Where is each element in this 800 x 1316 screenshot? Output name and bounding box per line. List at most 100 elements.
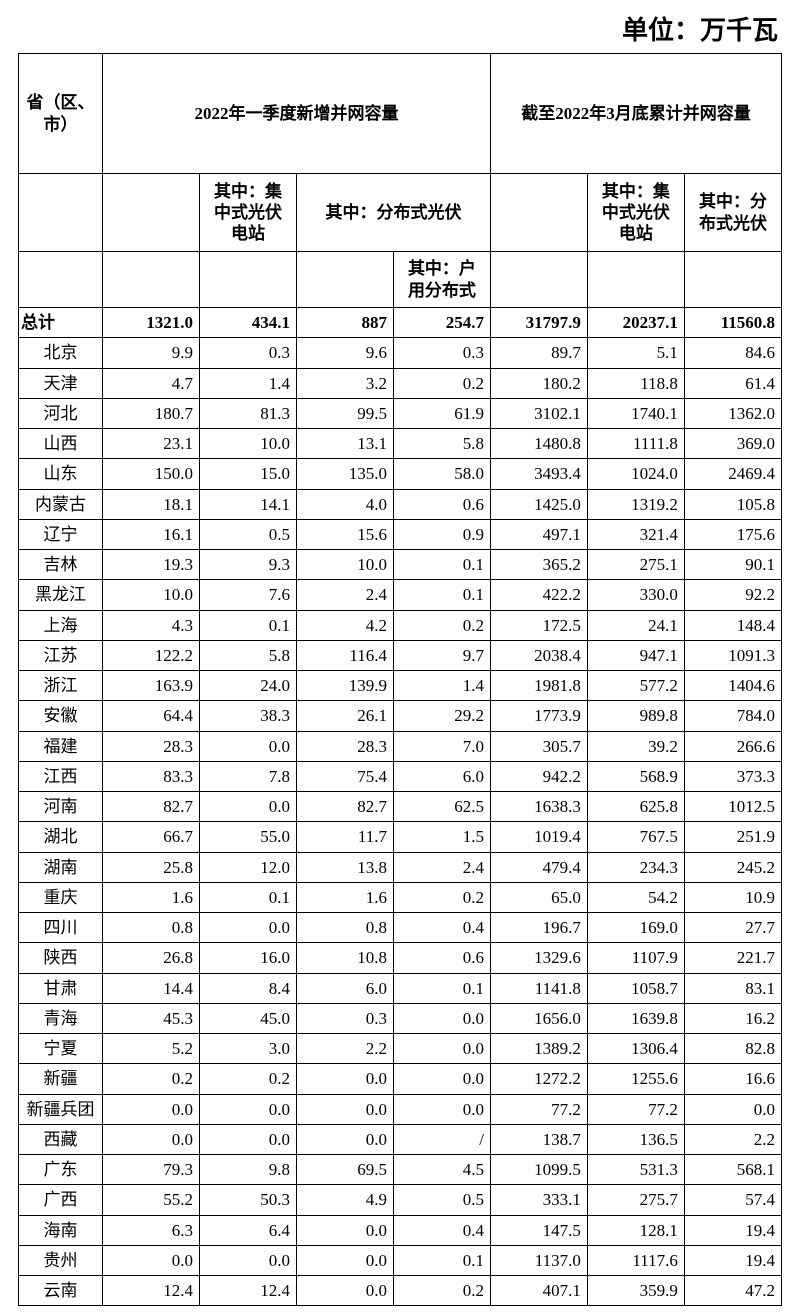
value-cell: 15.0 [199,459,296,489]
table-row: 北京9.90.39.60.389.75.184.6 [19,338,782,368]
table-row: 甘肃14.48.46.00.11141.81058.783.1 [19,973,782,1003]
value-cell: 61.4 [684,368,781,398]
value-cell: 0.0 [199,1124,296,1154]
value-cell: 2.2 [684,1124,781,1154]
value-cell: 1.4 [199,368,296,398]
value-cell: 11560.8 [684,308,781,338]
value-cell: 1321.0 [103,308,200,338]
value-cell: 4.7 [103,368,200,398]
value-cell: 942.2 [490,761,587,791]
value-cell: 65.0 [490,882,587,912]
value-cell: 0.5 [393,1185,490,1215]
header-blank-1 [19,174,103,252]
value-cell: 84.6 [684,338,781,368]
value-cell: 275.7 [587,1185,684,1215]
value-cell: 6.4 [199,1215,296,1245]
province-cell: 北京 [19,338,103,368]
value-cell: 13.8 [296,852,393,882]
value-cell: 251.9 [684,822,781,852]
value-cell: 7.0 [393,731,490,761]
value-cell: 118.8 [587,368,684,398]
value-cell: 10.0 [199,429,296,459]
table-row: 新疆兵团0.00.00.00.077.277.20.0 [19,1094,782,1124]
value-cell: 38.3 [199,701,296,731]
value-cell: 3.2 [296,368,393,398]
province-cell: 辽宁 [19,519,103,549]
value-cell: 23.1 [103,429,200,459]
value-cell: 1.6 [103,882,200,912]
value-cell: 7.6 [199,580,296,610]
province-cell: 河南 [19,792,103,822]
value-cell: 81.3 [199,398,296,428]
province-cell: 内蒙古 [19,489,103,519]
value-cell: 0.0 [393,1064,490,1094]
value-cell: 2.2 [296,1034,393,1064]
value-cell: 0.0 [199,792,296,822]
value-cell: 79.3 [103,1155,200,1185]
table-row: 海南6.36.40.00.4147.5128.119.4 [19,1215,782,1245]
value-cell: 122.2 [103,640,200,670]
value-cell: 54.2 [587,882,684,912]
table-row: 贵州0.00.00.00.11137.01117.619.4 [19,1245,782,1275]
value-cell: 531.3 [587,1155,684,1185]
table-row: 安徽64.438.326.129.21773.9989.8784.0 [19,701,782,731]
value-cell: 172.5 [490,610,587,640]
value-cell: 69.5 [296,1155,393,1185]
header-cumulative: 截至2022年3月底累计并网容量 [490,54,781,174]
value-cell: 10.8 [296,943,393,973]
unit-label: 单位：万千瓦 [18,10,782,47]
value-cell: 1638.3 [490,792,587,822]
table-row: 西藏0.00.00.0/138.7136.52.2 [19,1124,782,1154]
header-cum-total [490,174,587,252]
value-cell: 0.0 [296,1276,393,1306]
province-cell: 河北 [19,398,103,428]
value-cell: 138.7 [490,1124,587,1154]
value-cell: 0.0 [393,1034,490,1064]
province-cell: 重庆 [19,882,103,912]
value-cell: 29.2 [393,701,490,731]
value-cell: 50.3 [199,1185,296,1215]
value-cell: 1981.8 [490,671,587,701]
header-distributed: 其中：分布式光伏 [296,174,490,252]
value-cell: 0.8 [296,913,393,943]
value-cell: 6.3 [103,1215,200,1245]
value-cell: 31797.9 [490,308,587,338]
value-cell: 16.2 [684,1003,781,1033]
value-cell: 0.1 [393,973,490,1003]
value-cell: 0.0 [103,1124,200,1154]
value-cell: 77.2 [587,1094,684,1124]
value-cell: 0.1 [393,1245,490,1275]
table-row: 湖南25.812.013.82.4479.4234.3245.2 [19,852,782,882]
value-cell: 147.5 [490,1215,587,1245]
value-cell: 66.7 [103,822,200,852]
value-cell: 105.8 [684,489,781,519]
value-cell: 0.1 [199,882,296,912]
table-row: 福建28.30.028.37.0305.739.2266.6 [19,731,782,761]
table-row: 重庆1.60.11.60.265.054.210.9 [19,882,782,912]
province-cell: 天津 [19,368,103,398]
table-row: 湖北66.755.011.71.51019.4767.5251.9 [19,822,782,852]
value-cell: 497.1 [490,519,587,549]
value-cell: 55.0 [199,822,296,852]
province-cell: 新疆兵团 [19,1094,103,1124]
table-body: 总计1321.0434.1887254.731797.920237.111560… [19,308,782,1306]
value-cell: 16.0 [199,943,296,973]
value-cell: 18.1 [103,489,200,519]
value-cell: 10.9 [684,882,781,912]
value-cell: 0.2 [393,882,490,912]
table-row: 黑龙江10.07.62.40.1422.2330.092.2 [19,580,782,610]
value-cell: 0.5 [199,519,296,549]
province-cell: 安徽 [19,701,103,731]
value-cell: 0.4 [393,1215,490,1245]
header-q1-new: 2022年一季度新增并网容量 [103,54,491,174]
province-cell: 青海 [19,1003,103,1033]
table-row: 江苏122.25.8116.49.72038.4947.11091.3 [19,640,782,670]
value-cell: 568.1 [684,1155,781,1185]
value-cell: 1107.9 [587,943,684,973]
value-cell: 16.6 [684,1064,781,1094]
value-cell: 275.1 [587,550,684,580]
table-row: 浙江163.924.0139.91.41981.8577.21404.6 [19,671,782,701]
value-cell: 1740.1 [587,398,684,428]
province-cell: 广东 [19,1155,103,1185]
value-cell: 116.4 [296,640,393,670]
